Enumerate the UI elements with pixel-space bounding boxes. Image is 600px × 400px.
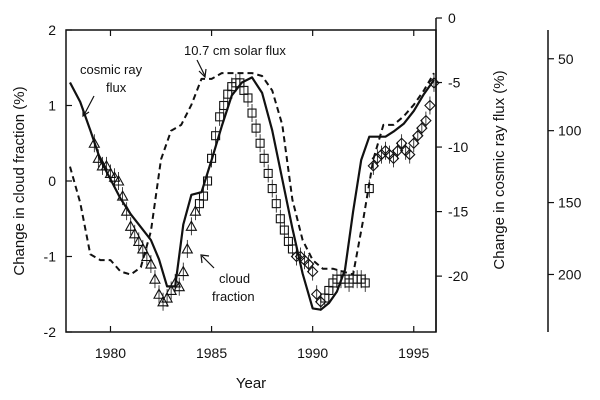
cosmic-series-line xyxy=(69,76,435,311)
right1-tick-label: -15 xyxy=(448,204,468,220)
x-tick-label: 1995 xyxy=(398,345,429,361)
solar-arrow-head xyxy=(198,68,207,79)
x-tick-label: 1990 xyxy=(297,345,328,361)
cloud-fraction-annotation-line2: fraction xyxy=(212,289,255,304)
ticks: 1980 1985 1990 1995210-1-20-5-10-15-2050100… xyxy=(44,10,582,361)
left-tick-label: -2 xyxy=(44,324,57,340)
left-tick-label: 1 xyxy=(48,98,56,114)
x-axis-label: Year xyxy=(236,375,266,392)
left-axis-label: Change in cloud fraction (%) xyxy=(11,86,28,275)
cosmic-ray-arrow xyxy=(83,95,95,116)
right-axis-1-label: Change in cosmic ray flux (%) xyxy=(491,70,508,269)
left-tick-label: 0 xyxy=(48,173,56,189)
left-tick-label: -1 xyxy=(44,249,57,265)
left-tick-label: 2 xyxy=(48,22,56,38)
right2-tick-label: 100 xyxy=(558,123,582,139)
cosmic-ray-annotation-line1: cosmic ray xyxy=(80,62,143,77)
right1-tick-label: -20 xyxy=(448,268,468,284)
x-tick-label: 1985 xyxy=(196,345,227,361)
cloud-fraction-arrow xyxy=(201,255,215,269)
right2-tick-label: 200 xyxy=(558,266,582,282)
series-layer xyxy=(69,72,440,311)
right2-tick-label: 150 xyxy=(558,195,582,211)
solar-flux-annotation: 10.7 cm solar flux xyxy=(184,43,286,58)
solar-arrow xyxy=(196,59,206,77)
solar-series-line xyxy=(69,72,435,276)
x-tick-label: 1980 xyxy=(95,345,126,361)
right1-tick-label: 0 xyxy=(448,10,456,26)
right2-tick-label: 50 xyxy=(558,51,574,67)
cloud-fraction-arrow-head xyxy=(200,254,210,264)
cloud-series-markers xyxy=(88,73,440,311)
cosmic-ray-arrow-head xyxy=(82,108,90,118)
cloud-fraction-annotation-line1: cloud xyxy=(219,271,250,286)
right1-tick-label: -5 xyxy=(448,75,461,91)
right1-tick-label: -10 xyxy=(448,139,468,155)
cosmic-ray-annotation-line2: flux xyxy=(106,80,127,95)
